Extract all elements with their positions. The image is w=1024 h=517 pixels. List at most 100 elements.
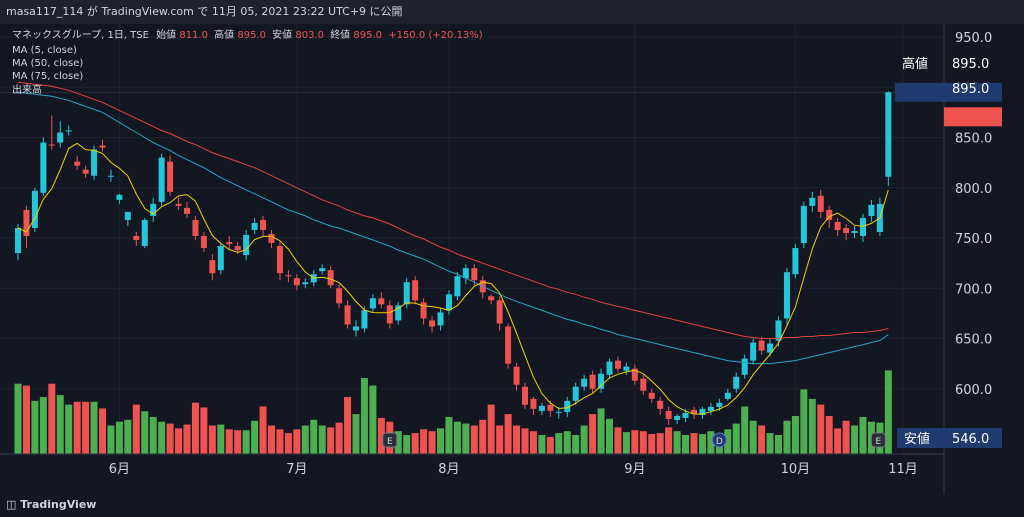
volume-bar [851, 425, 859, 454]
candle-body [750, 342, 757, 361]
candle-body [682, 412, 689, 418]
time-axis[interactable]: 6月 7月 8月 9月 10月 11月 [109, 462, 918, 477]
candle-body [141, 219, 148, 247]
footer: ◫ TradingView [0, 494, 1024, 517]
candle-body [124, 211, 131, 220]
volume-bar [73, 401, 81, 454]
candle-body [800, 205, 807, 244]
candle-body [581, 378, 588, 387]
candle-body [336, 288, 343, 304]
tradingview-logo[interactable]: ◫ TradingView [6, 498, 96, 511]
legend-high-value: 895.0 [237, 30, 266, 41]
candle-body [598, 373, 605, 389]
candle-body [369, 298, 376, 309]
high-tag-label: 高値 [902, 56, 928, 72]
volume-bar [470, 425, 478, 454]
candle-body [293, 278, 300, 286]
volume-bar [453, 421, 461, 454]
ma5-line [17, 142, 889, 415]
candle-body [758, 340, 765, 351]
candle-body [530, 398, 537, 409]
volume-bar [665, 427, 673, 454]
volume-bar [191, 402, 199, 454]
volume-bar [606, 418, 613, 454]
legend-low-label: 安値 [272, 28, 292, 41]
candle-body [200, 236, 207, 249]
volume-bar [563, 431, 571, 454]
volume-bar [208, 425, 216, 454]
volume-bar [251, 420, 259, 454]
volume-bar [546, 436, 554, 454]
volume-bar [834, 428, 842, 454]
legend-volume[interactable]: 出来高 [12, 83, 42, 96]
candle-body [674, 415, 681, 420]
legend: マネックスグループ, 1日, TSE 始値 811.0 高値 895.0 安値 … [12, 28, 483, 96]
candle-body [572, 386, 579, 401]
candle-body [826, 209, 833, 220]
volume-bar [673, 431, 681, 454]
volume-bar [14, 383, 22, 454]
chart-canvas[interactable]: EDE 950.0900.0850.0800.0750.0700.0650.06… [0, 24, 1024, 494]
legend-ma5[interactable]: MA (5, close) [12, 45, 77, 56]
candle-body [454, 276, 461, 297]
volume-bar [158, 421, 166, 454]
volume-bar [369, 385, 377, 454]
candle-body [243, 235, 250, 256]
candle-body [445, 294, 452, 311]
legend-symbol-line: マネックスグループ, 1日, TSE 始値 811.0 高値 895.0 安値 … [12, 28, 483, 41]
volume-bar [82, 401, 90, 454]
volume-bar [741, 406, 749, 454]
grid-lines [0, 24, 944, 454]
volume-bar [344, 397, 352, 454]
candle-body [158, 157, 165, 202]
event-marker-label: D [716, 437, 723, 447]
candle-body [496, 300, 503, 324]
volume-bar [90, 401, 98, 454]
volume-bar [242, 430, 250, 454]
legend-ma50[interactable]: MA (50, close) [12, 58, 83, 69]
volume-bar [56, 395, 64, 454]
volume-bar [656, 433, 664, 454]
candle-body [860, 217, 866, 237]
volume-bar [276, 429, 284, 454]
high-tag-background [895, 82, 1002, 102]
volume-bar [411, 433, 419, 454]
ma50-line [17, 91, 889, 365]
candle-body [471, 268, 478, 281]
month-tick-label: 6月 [109, 462, 130, 477]
candle-body [184, 207, 190, 214]
candle-body [538, 405, 545, 411]
candle-body [623, 366, 630, 371]
volume-bar [462, 423, 470, 454]
volume-bar [538, 435, 546, 454]
low-tag-value: 546.0 [952, 432, 989, 447]
volume-bar [39, 397, 47, 454]
volume-bar [183, 424, 191, 454]
volume-bar [825, 416, 833, 454]
legend-ma75[interactable]: MA (75, close) [12, 71, 83, 82]
candle-body [167, 161, 174, 192]
volume-bar [808, 398, 816, 454]
candle-body [851, 230, 858, 233]
volume-bar [513, 425, 521, 454]
low-tag-label: 安値 [904, 431, 930, 447]
month-tick-label: 10月 [781, 462, 811, 477]
candle-body [327, 270, 334, 286]
volume-bar [758, 425, 766, 454]
volume-bar [107, 425, 115, 454]
volume-bar [749, 420, 757, 454]
candle-body [395, 305, 402, 321]
candle-body [217, 246, 224, 271]
candle-body [91, 149, 98, 176]
volume-bar [22, 385, 30, 454]
candle-body [614, 360, 621, 369]
candle-body [505, 326, 512, 364]
candle-body [665, 410, 672, 419]
candle-body [192, 219, 199, 237]
candle-body [403, 282, 410, 305]
candle-body [420, 302, 427, 319]
low-tag-background [897, 428, 1002, 448]
candle-body [15, 227, 21, 254]
